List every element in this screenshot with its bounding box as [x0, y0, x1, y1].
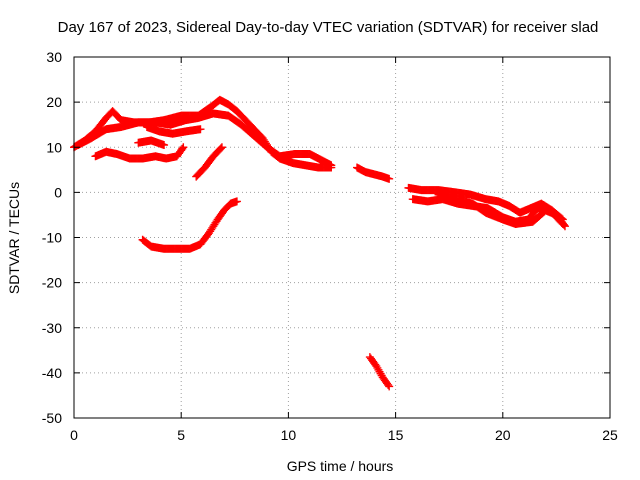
- data-series: [138, 197, 241, 253]
- y-tick-label: 20: [46, 94, 62, 110]
- data-point: [559, 220, 568, 229]
- x-tick-label: 10: [281, 427, 297, 443]
- y-tick-label: 0: [54, 184, 62, 200]
- data-series: [70, 95, 336, 172]
- y-tick-label: 10: [46, 139, 62, 155]
- data-point: [232, 197, 241, 206]
- y-tick-label: 30: [46, 49, 62, 65]
- x-tick-label: 25: [602, 427, 618, 443]
- data-series: [353, 163, 394, 183]
- data-series: [134, 136, 169, 149]
- data-series: [404, 183, 567, 224]
- grid-lines: [74, 57, 610, 418]
- data-point: [179, 143, 188, 152]
- plot-area: [70, 95, 569, 391]
- data-series: [91, 143, 188, 163]
- plot-frame: [73, 56, 611, 419]
- data-point: [385, 382, 394, 391]
- y-tick-label: -30: [42, 320, 62, 336]
- data-series: [142, 122, 205, 138]
- data-point: [196, 125, 205, 134]
- data-point: [217, 143, 226, 152]
- y-tick-label: -10: [42, 230, 62, 246]
- axis-ticks: 0 5 10 15 20 25 -50 -40 -30 -20 -10 0 10 20 30: [42, 49, 618, 443]
- x-tick-label: 15: [388, 427, 404, 443]
- data-point: [385, 174, 394, 183]
- y-tick-label: -50: [42, 410, 62, 426]
- data-series: [365, 353, 394, 391]
- data-point: [327, 161, 336, 170]
- data-series: [74, 109, 336, 170]
- chart-title: Day 167 of 2023, Sidereal Day-to-day VTE…: [58, 19, 599, 36]
- data-point: [216, 144, 225, 153]
- x-tick-label: 0: [70, 427, 78, 443]
- data-point: [178, 144, 187, 153]
- data-point: [384, 380, 393, 389]
- x-tick-label: 20: [495, 427, 511, 443]
- data-series: [434, 190, 569, 231]
- x-tick-label: 5: [177, 427, 185, 443]
- data-series: [192, 143, 226, 181]
- y-tick-label: -40: [42, 365, 62, 381]
- data-point: [160, 140, 169, 149]
- y-tick-label: -20: [42, 275, 62, 291]
- data-point: [560, 222, 569, 231]
- x-axis-label: GPS time / hours: [287, 458, 394, 474]
- y-axis-label: SDTVAR / TECUs: [6, 182, 22, 294]
